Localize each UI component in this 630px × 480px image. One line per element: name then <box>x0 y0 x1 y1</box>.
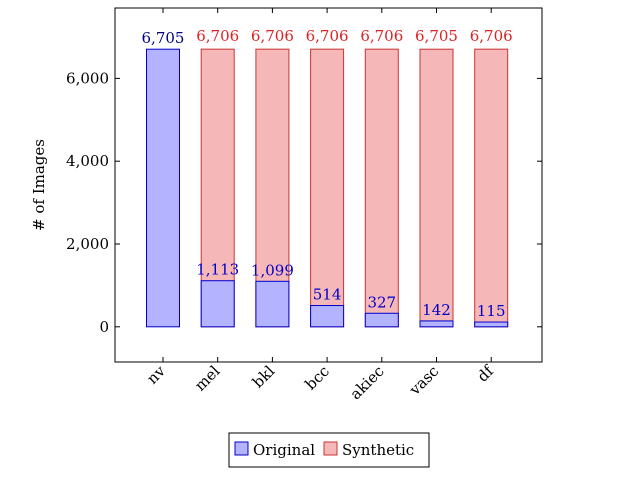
y-tick-label: 6,000 <box>66 69 109 87</box>
x-tick-label-mel: mel <box>191 362 224 395</box>
x-tick-label-bcc: bcc <box>302 362 333 393</box>
y-axis-label: # of Images <box>30 139 48 231</box>
x-tick-label-vasc: vasc <box>405 362 442 399</box>
bar-synthetic-akiec <box>364 48 399 328</box>
legend-label-synthetic: Synthetic <box>342 441 414 459</box>
bars-layer <box>146 48 509 328</box>
bar-original-vasc <box>419 320 454 328</box>
y-axis: 0 2,000 4,000 6,000 <box>66 69 542 336</box>
data-label-synthetic-bkl: 6,706 <box>251 27 294 45</box>
data-label-original-vasc: 142 <box>422 301 451 319</box>
data-label-original-nv: 6,705 <box>142 29 185 47</box>
y-tick-label: 2,000 <box>66 235 109 253</box>
x-tick-label-df: df <box>474 361 498 385</box>
data-label-original-akiec: 327 <box>367 293 396 311</box>
data-labels: 6,705 1,113 6,706 1,099 6,706 514 6,706 327 6,70… <box>142 27 513 320</box>
bar-synthetic-bkl <box>255 48 290 328</box>
data-label-synthetic-df: 6,706 <box>470 27 513 45</box>
bar-synthetic-bcc <box>310 48 345 328</box>
bar-original-bcc <box>310 305 345 328</box>
x-tick-label-bkl: bkl <box>249 362 278 391</box>
legend-label-original: Original <box>253 441 315 459</box>
bar-original-bkl <box>255 280 290 328</box>
bar-original-mel <box>200 280 235 328</box>
plot-frame <box>114 7 543 363</box>
y-tick-label: 0 <box>99 318 109 336</box>
data-label-original-bkl: 1,099 <box>251 261 294 279</box>
data-label-original-mel: 1,113 <box>196 261 239 279</box>
bar-original-akiec <box>364 312 399 328</box>
x-tick-label-akiec: akiec <box>347 362 388 403</box>
data-label-original-bcc: 514 <box>313 286 342 304</box>
bar-synthetic-vasc <box>419 48 454 328</box>
bar-original-df <box>474 321 509 328</box>
legend-swatch-synthetic <box>323 441 338 456</box>
data-label-synthetic-mel: 6,706 <box>196 27 239 45</box>
data-label-synthetic-akiec: 6,706 <box>360 27 403 45</box>
x-tick-label-nv: nv <box>143 362 169 388</box>
y-tick-label: 4,000 <box>66 152 109 170</box>
data-label-synthetic-vasc: 6,705 <box>415 27 458 45</box>
legend: Original Synthetic <box>228 432 430 468</box>
legend-swatch-original <box>234 441 249 456</box>
bar-synthetic-df <box>474 48 509 328</box>
data-label-original-df: 115 <box>477 302 506 320</box>
data-label-synthetic-bcc: 6,706 <box>306 27 349 45</box>
bar-original-nv <box>146 48 180 328</box>
